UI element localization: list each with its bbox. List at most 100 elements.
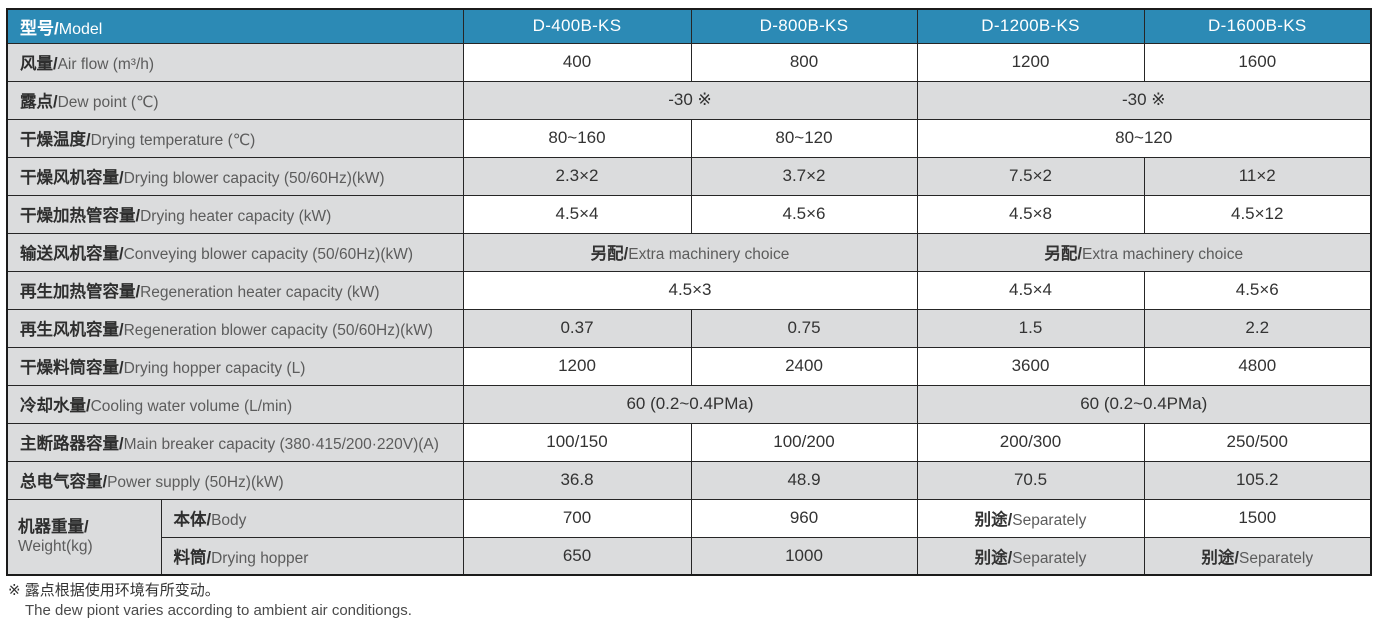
spec-value-cell: -30 ※: [916, 80, 1372, 120]
table-row: 干燥温度/Drying temperature (℃) 80~160 80~120 8…: [6, 118, 1372, 158]
row-label-zh: 冷却水量/: [20, 397, 91, 415]
spec-value-cell: 4.5×6: [690, 194, 918, 234]
row-label-zh: 干燥风机容量/: [20, 169, 124, 187]
row-label-en: Dew point (℃): [57, 94, 159, 111]
group-label-zh: 机器重量/: [18, 517, 89, 536]
spec-value-cell: 1200: [462, 346, 692, 386]
row-label-cell: 主断路器容量/Main breaker capacity (380·415/20…: [6, 422, 464, 462]
table-row: 料筒/Drying hopper 650 1000 别途/Separately 别途/S…: [7, 536, 1372, 576]
weight-group-cell: 机器重量/Weight(kg): [6, 498, 162, 576]
value-zh: 别途/: [1201, 548, 1239, 567]
value-en: Separately: [1012, 512, 1087, 529]
row-label-cell: 干燥风机容量/Drying blower capacity (50/60Hz)(…: [6, 156, 464, 196]
spec-value-cell: 3.7×2: [690, 156, 918, 196]
row-label-cell: 本体/Body: [160, 498, 464, 538]
value-en: Extra machinery choice: [628, 246, 790, 263]
row-label-zh: 输送风机容量/: [20, 245, 124, 263]
spec-value-cell: 7.5×2: [916, 156, 1145, 196]
row-label-zh: 干燥加热管容量/: [20, 207, 141, 225]
value-en: Separately: [1012, 549, 1087, 567]
row-label-cell: 总电气容量/Power supply (50Hz)(kW): [6, 460, 464, 500]
spec-value-cell: 别途/Separately: [916, 536, 1145, 576]
spec-sheet: 型号/Model D-400B-KS D-800B-KS D-1200B-KS D-16…: [6, 8, 1372, 620]
table-row: 露点/Dew point (℃) -30 ※ -30 ※: [6, 80, 1372, 120]
row-label-cell: 再生风机容量/Regeneration blower capacity (50/…: [6, 308, 464, 348]
spec-value-cell: 100/200: [690, 422, 918, 462]
footnote-zh: ※ 露点根据使用环境有所变动。: [8, 582, 220, 599]
table-row: 输送风机容量/Conveying blower capacity (50/60H…: [6, 232, 1372, 272]
row-label-cell: 再生加热管容量/Regeneration heater capacity (kW…: [6, 270, 464, 310]
spec-value-cell: 0.37: [462, 308, 692, 348]
row-label-en: Drying temperature (℃): [90, 132, 256, 149]
spec-value-cell: 650: [462, 536, 692, 576]
spec-value-cell: 60 (0.2~0.4PMa): [916, 384, 1372, 424]
spec-value-cell: 4.5×12: [1143, 194, 1372, 234]
spec-value-cell: 3600: [916, 346, 1145, 386]
spec-value-cell: 80~160: [462, 118, 692, 158]
spec-value-cell: 4.5×6: [1143, 270, 1372, 310]
model-header-cell: D-400B-KS: [462, 8, 692, 44]
spec-value-cell: 0.75: [690, 308, 918, 348]
row-label-en: Power supply (50Hz)(kW): [107, 474, 284, 491]
spec-value-cell: 80~120: [690, 118, 918, 158]
row-label-zh: 总电气容量/: [20, 473, 108, 491]
row-label-cell: 风量/Air flow (m³/h): [6, 42, 464, 82]
footnote-en: The dew piont varies according to ambien…: [25, 601, 412, 619]
spec-value-cell: 105.2: [1143, 460, 1372, 500]
spec-value-cell: 4.5×4: [916, 270, 1145, 310]
header-label-en: Model: [58, 20, 103, 38]
value-en: Separately: [1238, 549, 1314, 567]
spec-value-cell: 70.5: [916, 460, 1145, 500]
spec-value-cell: 1000: [690, 536, 918, 576]
row-label-zh: 再生加热管容量/: [20, 283, 141, 301]
row-label-en: Conveying blower capacity (50/60Hz)(kW): [123, 246, 414, 263]
row-label-zh: 再生风机容量/: [20, 321, 124, 339]
spec-value-cell: 200/300: [916, 422, 1145, 462]
row-label-cell: 冷却水量/Cooling water volume (L/min): [6, 384, 464, 424]
table-row: 干燥料筒容量/Drying hopper capacity (L) 1200 240…: [6, 346, 1372, 386]
row-label-zh: 干燥料筒容量/: [20, 359, 124, 377]
spec-table: 型号/Model D-400B-KS D-800B-KS D-1200B-KS D-16…: [6, 8, 1372, 576]
row-label-cell: 干燥加热管容量/Drying heater capacity (kW): [6, 194, 464, 234]
spec-value-cell: 1.5: [916, 308, 1145, 348]
spec-value-cell: 2.2: [1143, 308, 1372, 348]
group-label-en: Weight(kg): [18, 538, 93, 556]
row-label-en: Drying heater capacity (kW): [140, 208, 332, 225]
table-row: 机器重量/Weight(kg) 本体/Body 700 960 别途/Separatel…: [6, 498, 1372, 576]
spec-value-cell: 4.5×3: [462, 270, 918, 310]
row-label-zh: 主断路器容量/: [20, 435, 124, 453]
value-en: Extra machinery choice: [1082, 246, 1244, 263]
model-header-cell: D-800B-KS: [690, 8, 918, 44]
spec-value-cell: 别途/Separately: [1143, 536, 1372, 576]
row-label-en: Regeneration blower capacity (50/60Hz)(k…: [123, 322, 433, 339]
table-body: 风量/Air flow (m³/h) 400 800 1200 1600 露点/Dew p…: [6, 42, 1372, 576]
table-row: 主断路器容量/Main breaker capacity (380·415/20…: [6, 422, 1372, 462]
model-header-cell: D-1200B-KS: [916, 8, 1145, 44]
spec-value-cell: 11×2: [1143, 156, 1372, 196]
spec-value-cell: 另配/Extra machinery choice: [916, 232, 1372, 272]
value-zh: 另配/: [590, 245, 629, 263]
row-label-en: Body: [211, 512, 247, 529]
spec-value-cell: 另配/Extra machinery choice: [462, 232, 918, 272]
spec-value-cell: 4800: [1143, 346, 1372, 386]
table-row: 再生加热管容量/Regeneration heater capacity (kW…: [6, 270, 1372, 310]
row-label-zh: 本体/: [173, 511, 212, 529]
spec-value-cell: 1500: [1143, 498, 1372, 538]
spec-value-cell: 800: [690, 42, 918, 82]
row-label-cell: 干燥料筒容量/Drying hopper capacity (L): [6, 346, 464, 386]
table-header-row: 型号/Model D-400B-KS D-800B-KS D-1200B-KS D-16…: [6, 8, 1372, 44]
value-zh: 另配/: [1044, 245, 1082, 263]
spec-value-cell: 400: [462, 42, 692, 82]
row-label-en: Drying hopper: [211, 549, 309, 567]
spec-value-cell: 36.8: [462, 460, 692, 500]
header-label-zh: 型号/: [20, 18, 59, 38]
value-zh: 别途/: [974, 511, 1013, 529]
row-label-en: Air flow (m³/h): [57, 56, 155, 73]
spec-value-cell: -30 ※: [462, 80, 918, 120]
table-row: 风量/Air flow (m³/h) 400 800 1200 1600: [6, 42, 1372, 82]
model-header-cell: D-1600B-KS: [1143, 8, 1372, 44]
spec-value-cell: 960: [690, 498, 918, 538]
row-label-cell: 输送风机容量/Conveying blower capacity (50/60H…: [6, 232, 464, 272]
row-label-cell: 料筒/Drying hopper: [160, 536, 464, 576]
row-label-en: Main breaker capacity (380·415/200·220V)…: [123, 436, 439, 453]
